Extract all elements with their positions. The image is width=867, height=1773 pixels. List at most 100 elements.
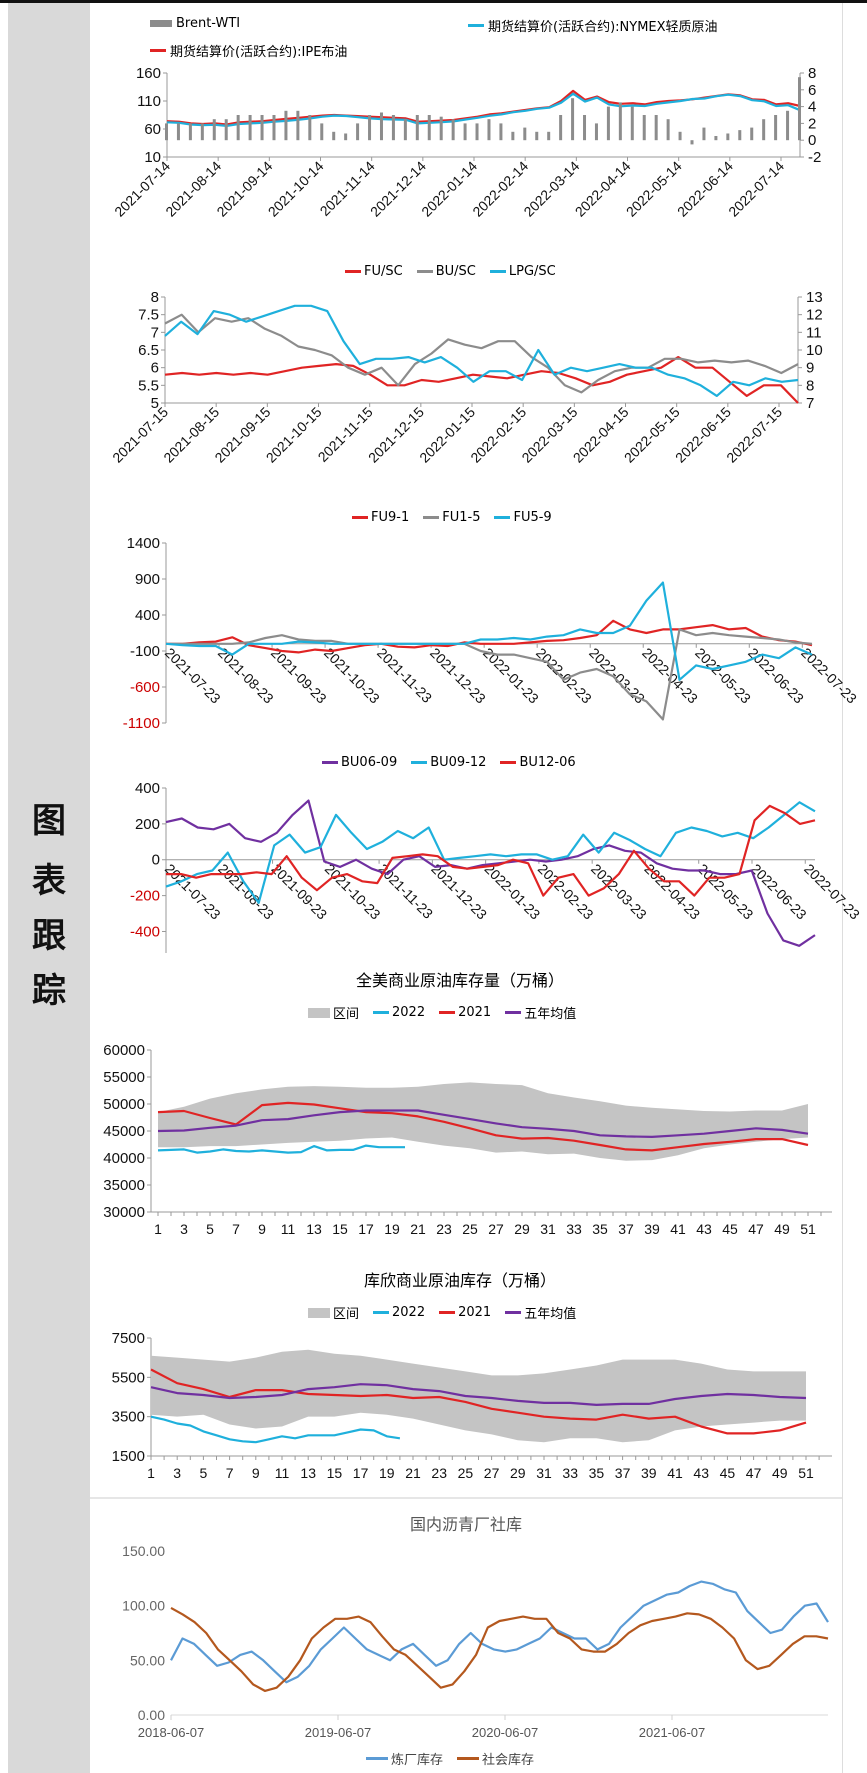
x-tick-label: 3: [173, 1465, 181, 1481]
x-tick-label: 2021-07-23: [162, 861, 224, 923]
sidebar-char: 踪: [32, 971, 66, 1011]
bar-brent-wti: [439, 116, 443, 141]
legend-swatch: [489, 270, 506, 273]
y-tick-label: 50000: [103, 1096, 145, 1113]
x-tick-label: 45: [722, 1221, 738, 1237]
chart-title: 国内沥青厂社库: [409, 1515, 523, 1534]
bar-brent-wti: [726, 133, 730, 141]
y-tick-label: 60: [144, 121, 161, 138]
y-tick-label: 1500: [112, 1448, 145, 1465]
x-tick-label: 25: [458, 1465, 474, 1481]
x-tick-label: 2022-02-23: [533, 645, 595, 707]
y-tick-label: 6: [151, 360, 159, 377]
x-tick-label: 39: [641, 1465, 657, 1481]
legend-swatch: [468, 24, 484, 27]
x-tick-label: 2021-10-14: [265, 158, 327, 220]
x-tick-label: 47: [748, 1221, 764, 1237]
bar-brent-wti: [571, 98, 575, 141]
bar-brent-wti: [642, 115, 646, 141]
bar-brent-wti: [224, 119, 228, 141]
x-tick-label: 29: [510, 1465, 526, 1481]
legend-label: 社会库存: [482, 1753, 535, 1768]
y-tick-label: 100.00: [122, 1598, 165, 1614]
bar-brent-wti: [356, 123, 360, 141]
bar-brent-wti: [594, 123, 598, 141]
x-tick-label: 33: [566, 1221, 582, 1237]
bar-brent-wti: [308, 115, 312, 141]
bar-brent-wti: [714, 136, 718, 141]
series-line-LPG/SC: [164, 304, 799, 397]
legend-swatch: [150, 49, 166, 52]
legend-swatch: [505, 1311, 522, 1314]
y-tick-label: 7500: [112, 1330, 145, 1347]
legend-label: BU/SC: [435, 264, 476, 279]
legend-item: FU5-9: [494, 510, 552, 525]
y-tick-label: -600: [130, 679, 160, 696]
bar-brent-wti: [368, 115, 372, 141]
x-tick-label: 19: [384, 1221, 400, 1237]
x-tick-label: 17: [353, 1465, 369, 1481]
bar-brent-wti: [523, 127, 527, 141]
x-tick-label: 1: [154, 1221, 162, 1237]
x-tick-label: 23: [431, 1465, 447, 1481]
legend-chart7: 炼厂库存 社会库存: [366, 1749, 534, 1768]
x-tick-label: 2019-06-07: [305, 1725, 372, 1740]
y-tick-label: 6.5: [138, 342, 159, 359]
x-tick-label: 2022-01-23: [482, 861, 544, 923]
x-tick-label: 2018-06-07: [138, 1725, 205, 1740]
legend-swatch: [322, 761, 338, 764]
legend-item: BU12-06: [500, 755, 576, 770]
x-tick-label: 15: [327, 1465, 343, 1481]
y-tick-label: 3500: [112, 1409, 145, 1426]
legend-swatch: [423, 516, 440, 519]
y-tick-label-right: 0: [808, 132, 816, 149]
y-tick-label-right: 7: [806, 395, 814, 412]
x-tick-label: 39: [644, 1221, 660, 1237]
bar-brent-wti: [630, 106, 634, 141]
y-tick-label: 1400: [127, 535, 160, 552]
x-tick-label: 27: [488, 1221, 504, 1237]
bar-brent-wti: [236, 115, 240, 141]
x-tick-label: 2021-07-23: [162, 645, 224, 707]
y-tick-label-right: 2: [808, 115, 816, 132]
x-tick-label: 7: [232, 1221, 240, 1237]
x-tick-label: 2020-06-07: [472, 1725, 539, 1740]
y-tick-label: 5.5: [138, 377, 159, 394]
x-tick-label: 2021-10-23: [321, 645, 383, 707]
x-tick-label: 2022-06-23: [745, 645, 807, 707]
x-tick-label: 47: [746, 1465, 762, 1481]
legend-label: 2022: [392, 1305, 426, 1320]
series-line-2022: [150, 1415, 401, 1444]
legend-item: FU1-5: [423, 510, 480, 525]
series-line-五年均值: [150, 1383, 807, 1407]
x-tick-label: 51: [798, 1465, 814, 1481]
legend-chart4: BU06-09 BU09-12 BU12-06: [322, 755, 576, 770]
y-tick-label: 400: [135, 607, 160, 624]
legend-swatch: [352, 516, 368, 519]
bar-brent-wti: [463, 123, 467, 141]
y-tick-label: 150.00: [122, 1543, 165, 1559]
legend-label: 炼厂库存: [391, 1753, 444, 1768]
x-tick-label: 21: [410, 1221, 426, 1237]
legend-label: 五年均值: [524, 1307, 577, 1322]
bar-brent-wti: [344, 133, 348, 141]
legend-swatch: [505, 1011, 522, 1014]
bar-brent-wti: [547, 131, 551, 141]
bar-brent-wti: [391, 115, 395, 141]
legend-label: 期货结算价(活跃合约):NYMEX轻质原油: [488, 20, 718, 35]
x-tick-label: 2021-10-15: [263, 404, 325, 466]
y-tick-label-right: 12: [806, 307, 823, 324]
y-tick-label: 400: [135, 780, 160, 797]
legend-item: 社会库存: [457, 1749, 534, 1768]
legend-label: 2021: [458, 1005, 492, 1020]
y-tick-label: 8: [151, 289, 159, 306]
bar-brent-wti: [606, 106, 610, 141]
legend-label: LPG/SC: [508, 264, 556, 279]
x-tick-label: 2021-12-23: [428, 861, 490, 923]
legend-label: BU09-12: [430, 755, 487, 770]
series-line-五年均值: [157, 1109, 809, 1139]
x-tick-label: 7: [226, 1465, 234, 1481]
y-tick-label: 7: [151, 324, 159, 341]
x-tick-label: 43: [696, 1221, 712, 1237]
